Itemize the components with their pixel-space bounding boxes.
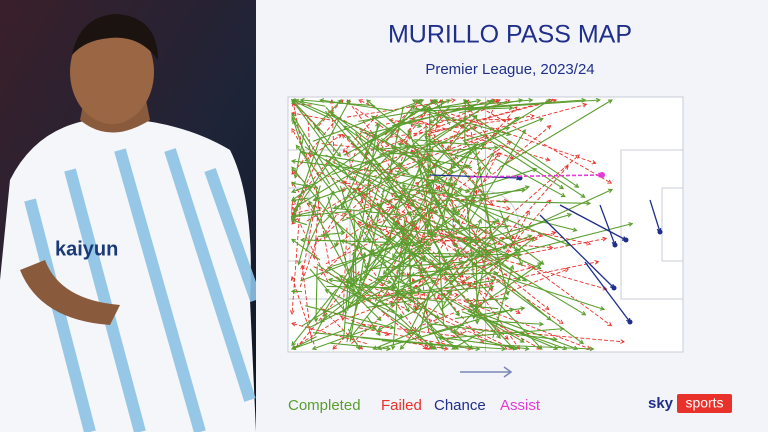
logo-brand: sky [648,395,674,412]
pass-end [628,320,633,325]
logo-product: sports [685,395,723,411]
legend-label: Completed [288,397,361,414]
legend: Completed Failed Chance Assist [288,397,541,414]
sponsor-text: kaiyun [55,238,118,260]
pass-end [599,172,605,178]
pass-end [658,230,663,235]
title: MURILLO PASS MAP [388,21,632,49]
subtitle: Premier League, 2023/24 [425,61,594,78]
legend-label: Assist [500,397,541,414]
pass-line [433,256,481,257]
pass-end [612,286,617,291]
legend-label: Chance [434,397,486,414]
player-photo: kaiyun [0,0,256,432]
pass-end [624,238,629,243]
legend-label: Failed [381,397,422,414]
pass-end [613,243,618,248]
logo: sky sports [648,394,732,413]
